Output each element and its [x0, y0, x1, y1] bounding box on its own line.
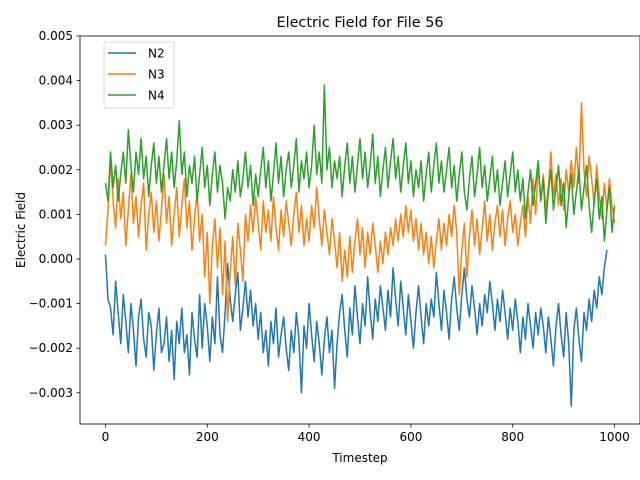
legend-label-n3: N3	[148, 68, 165, 82]
legend-box	[103, 41, 175, 109]
y-tick-label: 0.004	[39, 74, 73, 88]
x-tick-label: 0	[102, 430, 110, 444]
y-tick-label: 0.003	[39, 118, 73, 132]
series-layer	[104, 84, 616, 407]
series-line-n3	[104, 102, 616, 323]
y-axis: −0.003 −0.002 −0.001 0.000 0.001 0.002 0.003 0.…	[29, 29, 80, 400]
x-tick-label: 1000	[599, 430, 630, 444]
x-tick-label: 200	[196, 430, 219, 444]
legend-label-n2: N2	[148, 47, 165, 61]
axes-frame	[79, 35, 640, 425]
x-axis-label: Timestep	[331, 451, 387, 465]
y-tick-label: −0.001	[29, 297, 73, 311]
y-tick-label: 0.002	[39, 163, 73, 177]
y-tick-label: −0.002	[29, 341, 73, 355]
x-tick-label: 800	[501, 430, 524, 444]
y-axis-label: Electric Field	[14, 192, 28, 268]
x-tick-label: 600	[399, 430, 422, 444]
x-axis: 0 200 400 600 800 1000	[102, 424, 630, 444]
y-tick-label: 0.000	[39, 252, 73, 266]
series-line-n4	[104, 84, 616, 242]
legend: N2 N3 N4	[103, 41, 175, 109]
series-line-n2	[104, 249, 608, 407]
chart-title: Electric Field for File 56	[276, 15, 443, 31]
y-tick-label: −0.003	[29, 386, 73, 400]
legend-label-n4: N4	[148, 89, 165, 103]
y-tick-label: 0.005	[39, 29, 73, 43]
plot-area	[104, 84, 616, 407]
x-tick-label: 400	[298, 430, 321, 444]
y-tick-label: 0.001	[39, 207, 73, 221]
